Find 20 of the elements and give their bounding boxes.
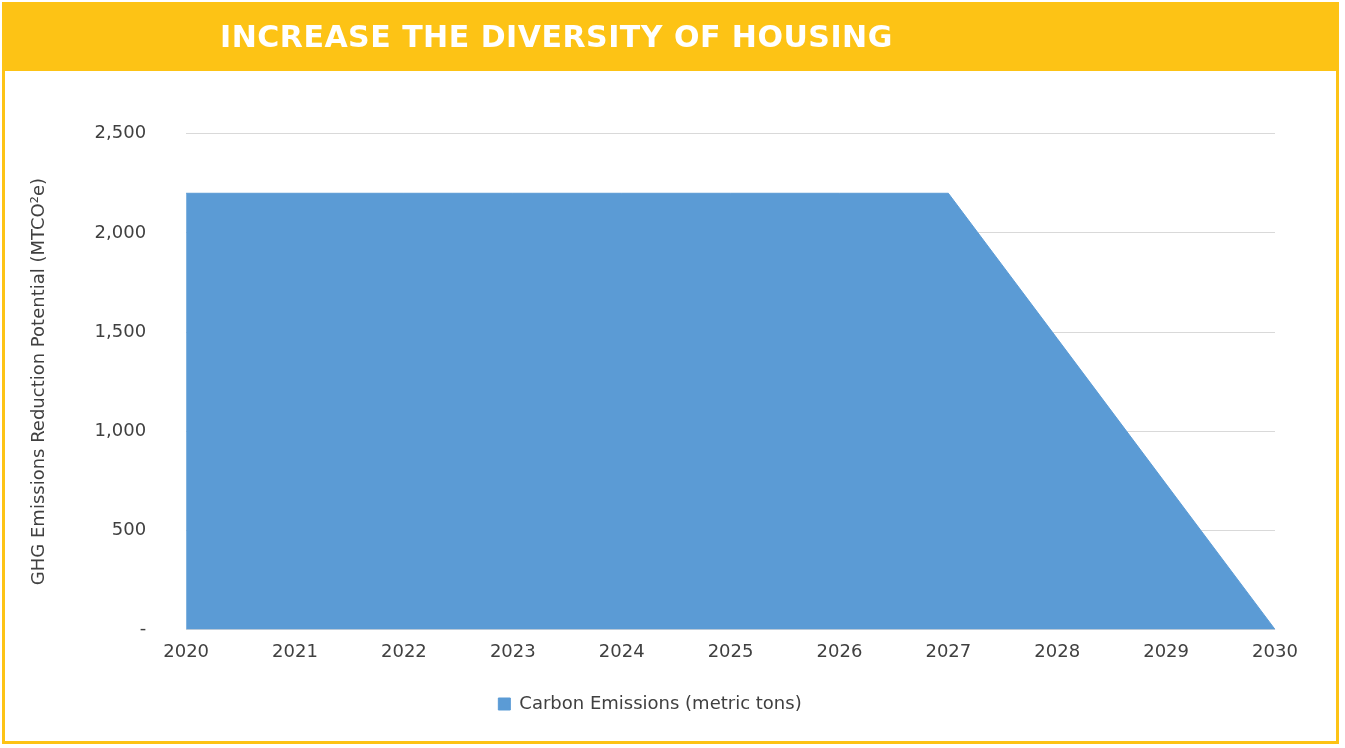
x-tick-label: 2023 [489, 639, 536, 661]
y-tick-label: 2,500 [94, 121, 147, 143]
x-tick-label: 2021 [272, 639, 318, 661]
chart-title: INCREASE THE DIVERSITY OF HOUSING [220, 19, 893, 54]
x-tick-label: 2027 [925, 639, 972, 661]
y-tick-label: 2,000 [94, 220, 147, 242]
x-tick-label: 2025 [707, 639, 754, 661]
x-tick-label: 2029 [1143, 639, 1190, 661]
x-tick-label: 2022 [381, 639, 427, 661]
y-tick-label: - [139, 617, 147, 639]
y-tick-label: 1,500 [94, 319, 147, 341]
x-tick-label: 2030 [1252, 639, 1298, 661]
x-tick-label: 2026 [816, 639, 863, 661]
y-tick-label: 1,000 [94, 418, 147, 440]
y-tick-label: 500 [111, 517, 147, 539]
x-tick-label: 2020 [163, 639, 210, 661]
x-tick-label: 2028 [1034, 639, 1081, 661]
y-axis-title: GHG Emissions Reduction Potential (MTCO²e) [27, 178, 49, 586]
x-tick-label: 2024 [598, 639, 645, 661]
legend-label: Carbon Emissions (metric tons) [519, 691, 802, 713]
